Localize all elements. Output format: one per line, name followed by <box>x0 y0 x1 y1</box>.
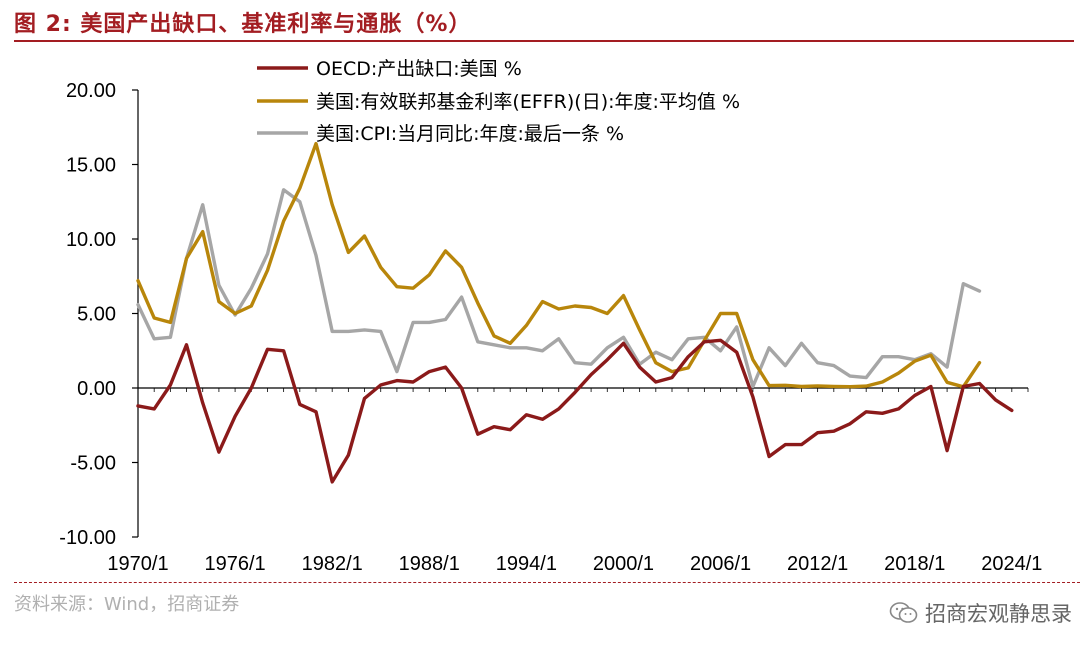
effr-rate-line <box>136 141 982 389</box>
legend-item-cpi-label: 美国:CPI:当月同比:年度:最后一条 % <box>316 123 624 145</box>
header: 图 2: 美国产出缺口、基准利率与通胀（%） <box>0 0 1080 48</box>
figure-title: 图 2: 美国产出缺口、基准利率与通胀（%） <box>14 12 472 37</box>
x-tick-label: 2012/1 <box>787 553 848 575</box>
y-tick-label: 0.00 <box>77 378 116 400</box>
x-tick-label: 2018/1 <box>884 553 945 575</box>
x-tick-label: 1976/1 <box>205 553 266 575</box>
wechat-icon <box>889 602 918 623</box>
watermark-text: 招商宏观静思录 <box>925 602 1072 626</box>
x-tick-label: 2000/1 <box>593 553 654 575</box>
y-tick-label: 20.00 <box>66 80 116 102</box>
x-tick-label: 1970/1 <box>107 553 168 575</box>
y-tick-label: 5.00 <box>77 304 116 326</box>
source-note: 资料来源：Wind，招商证券 <box>14 594 240 615</box>
x-tick-label: 1982/1 <box>302 553 363 575</box>
legend-item-oecd-label: OECD:产出缺口:美国 % <box>316 58 522 80</box>
y-tick-label: -5.00 <box>70 453 116 475</box>
line-chart: 20.00 15.00 10.00 5.00 0.00 -5.00 -10.00 1970/1… <box>59 58 1042 575</box>
y-tick-label: -10.00 <box>59 527 116 549</box>
chart-axes: 20.00 15.00 10.00 5.00 0.00 -5.00 -10.00 1970/1… <box>59 80 1042 575</box>
series-layer <box>136 141 1014 484</box>
x-tick-label: 2006/1 <box>690 553 751 575</box>
legend-item-effr-label: 美国:有效联邦基金利率(EFFR)(日):年度:平均值 % <box>316 91 740 113</box>
y-tick-label: 15.00 <box>66 155 116 177</box>
chart-legend: OECD:产出缺口:美国 % 美国:有效联邦基金利率(EFFR)(日):年度:平均… <box>257 58 740 145</box>
footer-divider <box>14 582 1080 583</box>
x-tick-label: 2024/1 <box>981 553 1042 575</box>
y-tick-label: 10.00 <box>66 229 116 251</box>
x-tick-label: 1988/1 <box>399 553 460 575</box>
watermark: 招商宏观静思录 <box>889 598 1072 628</box>
x-tick-label: 1994/1 <box>496 553 557 575</box>
title-divider <box>14 40 1074 42</box>
